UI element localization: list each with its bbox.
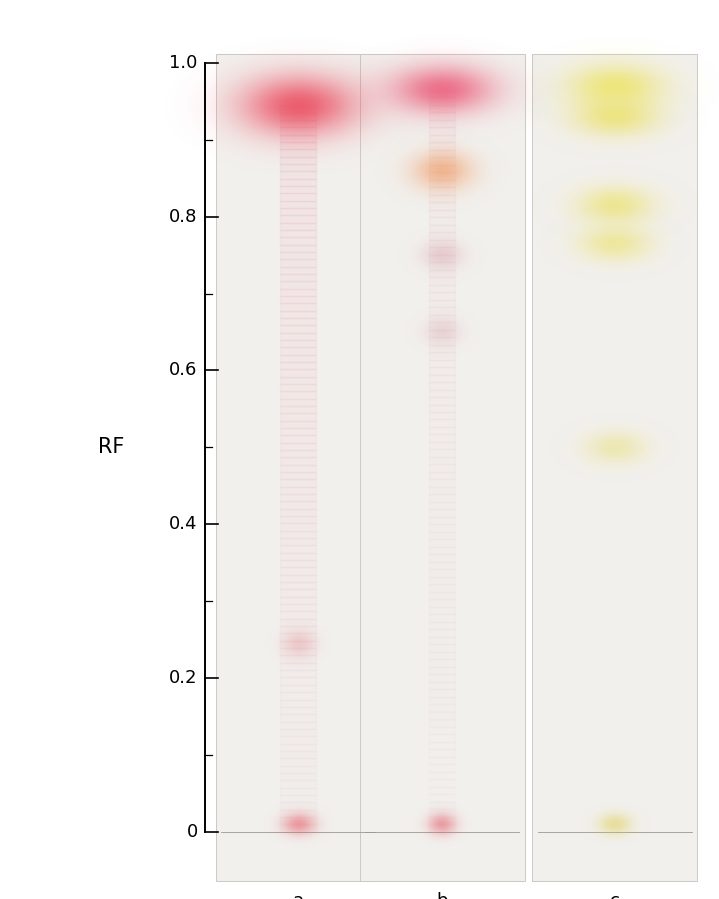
Text: 0.4: 0.4 bbox=[169, 515, 198, 533]
Text: 1.0: 1.0 bbox=[170, 54, 198, 72]
Text: b: b bbox=[436, 892, 448, 899]
Text: 0.2: 0.2 bbox=[169, 669, 198, 687]
Text: RF: RF bbox=[99, 437, 124, 458]
Text: 0.8: 0.8 bbox=[170, 208, 198, 226]
Text: 0.6: 0.6 bbox=[170, 361, 198, 379]
Bar bbox=[360, 54, 525, 881]
Text: a: a bbox=[293, 892, 304, 899]
Text: c: c bbox=[610, 892, 620, 899]
Bar bbox=[216, 54, 381, 881]
Bar bbox=[532, 54, 697, 881]
Text: 0: 0 bbox=[186, 823, 198, 841]
